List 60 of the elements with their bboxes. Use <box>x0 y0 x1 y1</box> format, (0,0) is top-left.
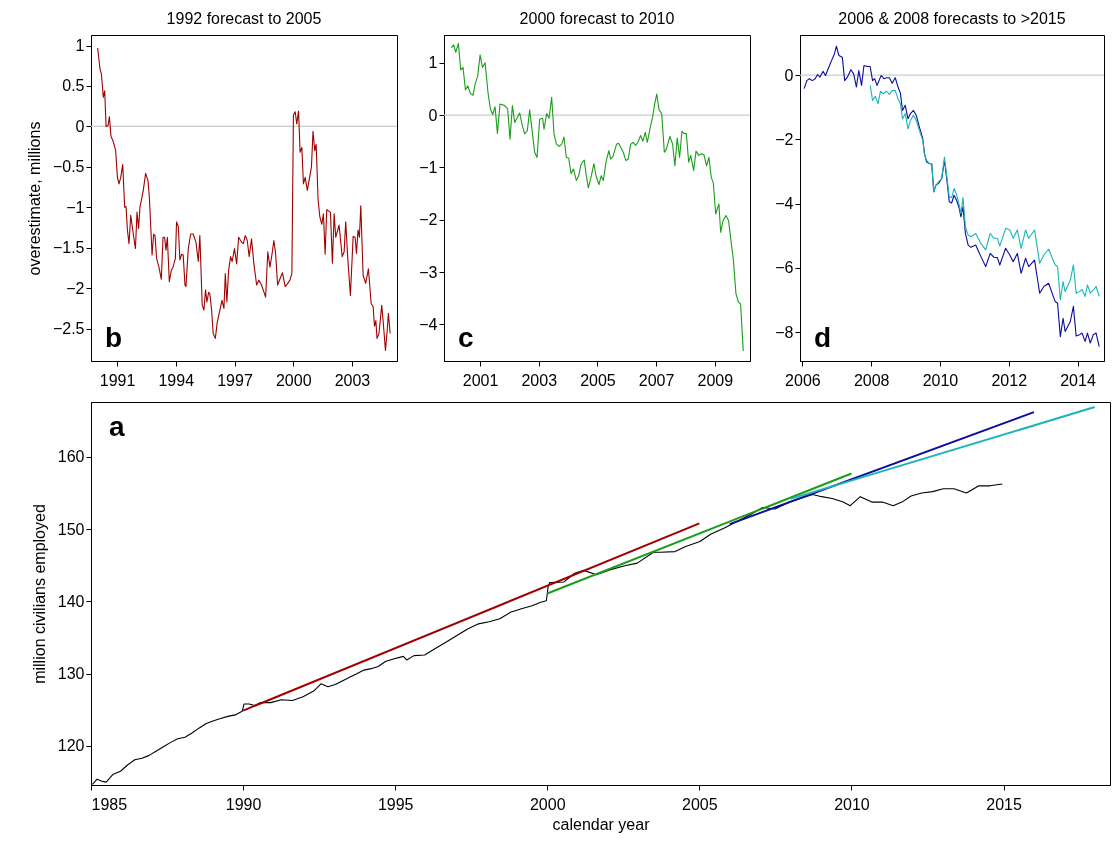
line-series <box>450 42 744 352</box>
y-tick-label: −1.5 <box>52 239 85 257</box>
y-tick-label: −3 <box>419 263 438 281</box>
x-axis-title: calendar year <box>552 815 651 833</box>
y-tick-label: 140 <box>57 592 85 610</box>
y-tick-label: 130 <box>57 665 85 683</box>
x-tick-label: 2001 <box>462 371 499 389</box>
x-tick-label: 2003 <box>334 371 371 389</box>
y-tick-label: −6 <box>775 259 794 277</box>
y-tick-label: −2 <box>66 279 85 297</box>
y-tick-label: 0 <box>784 66 794 84</box>
y-tick-label: −8 <box>775 323 794 341</box>
x-tick-label: 2015 <box>986 795 1022 813</box>
y-axis-title: overestimate, millions <box>25 121 43 276</box>
line-series <box>869 84 1100 301</box>
y-tick-label: −1 <box>66 198 85 216</box>
y-tick-label: 150 <box>57 520 85 538</box>
y-tick-label: −2.5 <box>52 320 85 338</box>
x-tick-label: 2005 <box>682 795 718 813</box>
y-tick-label: 0 <box>428 106 438 124</box>
x-tick-label: 2000 <box>529 795 566 813</box>
y-tick-label: −1 <box>419 158 438 176</box>
line-series <box>97 47 391 352</box>
chart-title: 2000 forecast to 2010 <box>519 10 675 27</box>
x-tick-label: 1985 <box>91 795 128 813</box>
x-tick-label: 1995 <box>377 795 414 813</box>
y-tick-label: 1 <box>428 54 438 72</box>
y-axis-title: million civilians employed <box>30 504 48 684</box>
x-tick-label: 2003 <box>521 371 558 389</box>
y-tick-label: 160 <box>57 448 85 466</box>
y-tick-label: −2 <box>419 211 438 229</box>
x-tick-label: 2010 <box>834 795 870 813</box>
x-tick-label: 2008 <box>853 371 890 389</box>
chart-title: 2006 & 2008 forecasts to >2015 <box>838 10 1066 27</box>
x-tick-label: 2014 <box>1060 371 1096 389</box>
annotation: c <box>458 322 474 353</box>
x-tick-label: 1994 <box>158 371 195 389</box>
x-tick-label: 2005 <box>580 371 616 389</box>
x-tick-label: 2007 <box>638 371 675 389</box>
y-tick-label: 120 <box>57 737 85 755</box>
y-tick-label: 0 <box>75 117 85 135</box>
y-tick-label: −4 <box>419 315 438 333</box>
annotation: d <box>814 322 832 353</box>
x-tick-label: 2012 <box>991 371 1028 389</box>
x-tick-label: 2010 <box>922 371 959 389</box>
y-tick-label: −0.5 <box>52 158 85 176</box>
chart-title: 1992 forecast to 2005 <box>166 10 322 27</box>
y-tick-label: 0.5 <box>62 77 85 95</box>
line-series <box>803 45 1100 348</box>
x-tick-label: 2000 <box>275 371 312 389</box>
annotation: b <box>105 322 123 353</box>
x-tick-label: 1997 <box>217 371 253 389</box>
x-tick-label: 1990 <box>225 795 262 813</box>
x-tick-label: 1991 <box>99 371 136 389</box>
x-tick-label: 2006 <box>785 371 821 389</box>
annotation: a <box>109 411 125 442</box>
x-tick-label: 2009 <box>697 371 734 389</box>
y-tick-label: 1 <box>75 37 85 55</box>
y-tick-label: −4 <box>775 195 794 213</box>
y-tick-label: −2 <box>775 130 794 148</box>
